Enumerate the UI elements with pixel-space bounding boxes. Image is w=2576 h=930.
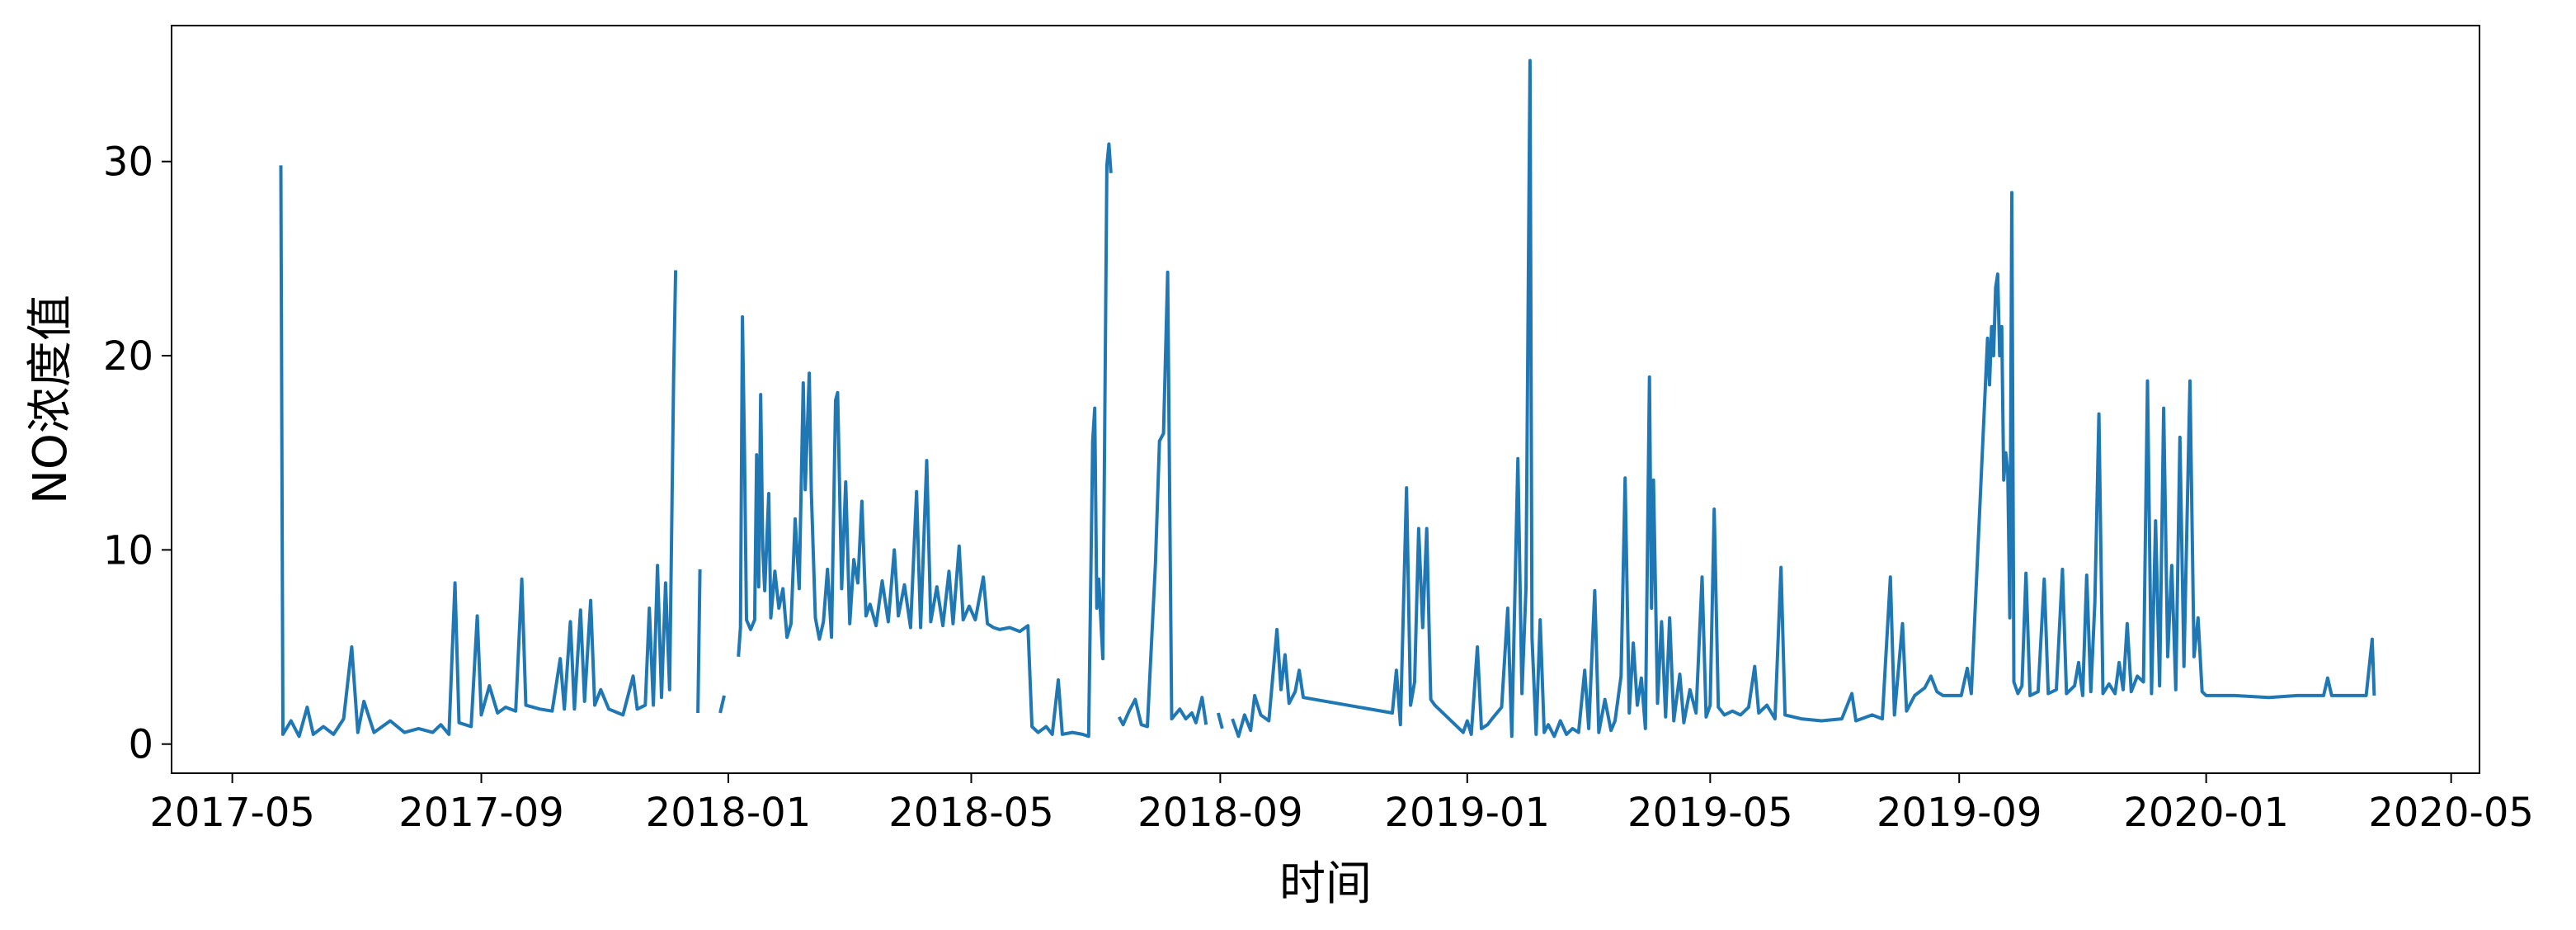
x-tick-label: 2017-05 bbox=[149, 790, 315, 836]
x-axis-title: 时间 bbox=[1279, 857, 1372, 911]
y-axis-title: NO浓度值 bbox=[24, 295, 78, 504]
y-axis-ticks: 0 10 20 30 bbox=[103, 139, 172, 768]
x-tick-label: 2018-01 bbox=[646, 790, 812, 836]
series-line-segment bbox=[279, 165, 678, 739]
x-tick-label: 2018-09 bbox=[1137, 790, 1303, 836]
x-tick-label: 2020-01 bbox=[2123, 790, 2289, 836]
x-tick-label: 2017-09 bbox=[398, 790, 564, 836]
x-tick-label: 2019-05 bbox=[1627, 790, 1793, 836]
x-tick-label: 2019-09 bbox=[1877, 790, 2042, 836]
y-tick-label: 0 bbox=[128, 722, 153, 768]
plot-frame bbox=[171, 25, 2480, 774]
series-line-segment bbox=[1216, 712, 1224, 729]
series-line-segment bbox=[1117, 270, 1208, 729]
y-tick-label: 20 bbox=[103, 333, 153, 380]
series-layer bbox=[279, 59, 2376, 739]
x-axis-ticks: 2017-05 2017-09 2018-01 2018-05 2018-09 2019-… bbox=[149, 773, 2534, 836]
x-tick-label: 2018-05 bbox=[888, 790, 1054, 836]
series-line-segment bbox=[718, 695, 726, 714]
series-line-segment bbox=[737, 142, 1113, 739]
y-tick-label: 10 bbox=[103, 527, 153, 574]
x-tick-label: 2020-05 bbox=[2368, 790, 2534, 836]
x-tick-label: 2019-01 bbox=[1385, 790, 1551, 836]
y-tick-label: 30 bbox=[103, 139, 153, 186]
series-line-segment bbox=[696, 569, 702, 714]
series-line-segment bbox=[1231, 59, 2376, 739]
